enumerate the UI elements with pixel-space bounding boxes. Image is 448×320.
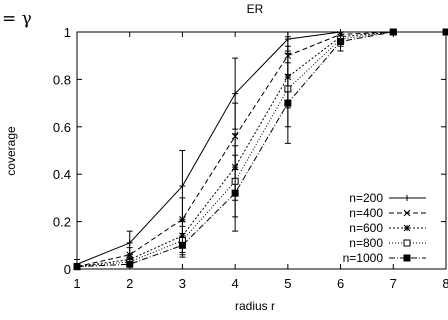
x-tick-label: 5 [284,276,291,291]
chart-title: ER [247,2,264,16]
plot-frame [76,31,447,270]
data-point [126,260,134,268]
series-line [76,31,446,268]
axis-ticks: 1 2 3 4 5 6 7 8 0 0.2 0.4 0.6 0.8 1 [53,25,448,291]
legend-entry: n=200 [349,191,426,205]
data-point [178,241,186,249]
y-tick-label: 0.2 [53,215,71,230]
legend-marker [403,224,411,232]
corner-annotation: = γ [2,9,32,29]
legend-entry: n=800 [349,236,426,250]
y-tick-label: 0.6 [53,120,71,135]
data-point [126,239,133,246]
data-point [73,263,81,271]
x-tick-label: 3 [179,276,186,291]
series-line [76,31,446,268]
legend-marker [403,209,411,217]
data-point [231,189,239,197]
x-tick-label: 8 [442,276,448,291]
y-axis-label: coverage [4,126,18,176]
data-point [284,99,292,107]
legend-entry: n=400 [349,206,426,220]
legend-entry: n=600 [349,221,426,235]
legend-marker [403,239,411,247]
data-point [389,28,397,36]
data-point [442,28,448,36]
legend-label: n=800 [349,236,383,250]
series-layer [73,28,448,271]
legend-label: n=400 [349,206,383,220]
series-line [76,31,446,268]
legend-marker [404,195,410,201]
legend-label: n=600 [349,221,383,235]
y-tick-label: 0.4 [53,167,71,182]
x-axis-label: radius r [235,299,275,313]
data-point [232,90,239,97]
y-tick-label: 0.8 [53,72,71,87]
data-point [179,183,186,190]
data-point [337,37,345,45]
y-tick-label: 0 [64,262,71,277]
series-n-1000 [73,28,448,271]
legend-marker [403,254,411,262]
series-line [76,31,446,265]
legend-label: n=1000 [343,251,384,265]
x-tick-label: 7 [390,276,397,291]
x-tick-label: 4 [232,276,239,291]
x-tick-label: 6 [337,276,344,291]
y-tick-label: 1 [64,25,71,40]
legend-entry: n=1000 [343,251,426,265]
legend-label: n=200 [349,191,383,205]
x-tick-label: 2 [126,276,133,291]
x-tick-label: 1 [73,276,80,291]
